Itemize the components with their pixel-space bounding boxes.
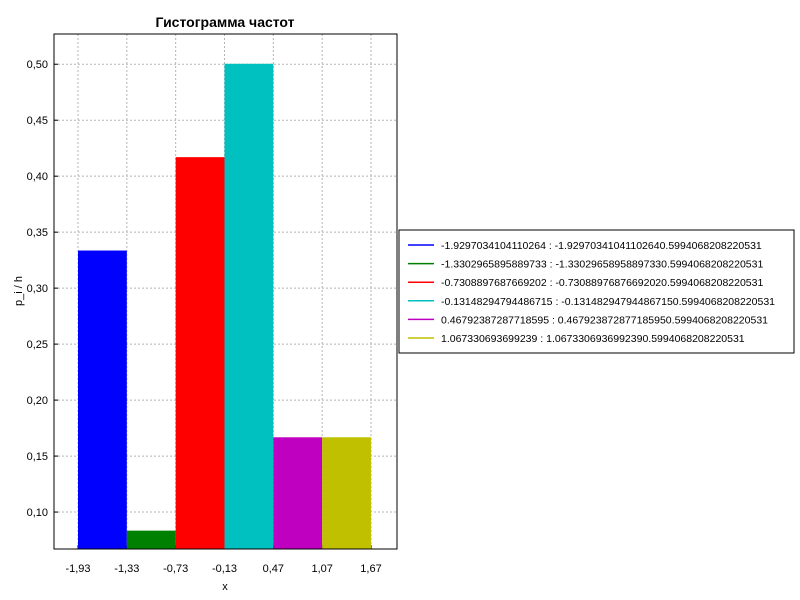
y-axis-label: p_i / h	[13, 276, 25, 306]
y-tick-label: 0,30	[27, 283, 48, 295]
x-axis-label: x	[222, 581, 228, 593]
bars	[78, 63, 371, 550]
x-tick-labels: -1,93 -1,33 -0,73 -0,13 0,47 1,07 1,67	[65, 563, 381, 575]
x-tick-label: -1,33	[114, 563, 139, 575]
histogram-bar	[322, 437, 371, 549]
legend-entry-label: -0.13148294794486715 : -0.13148294794486…	[441, 296, 775, 308]
histogram-bar	[126, 530, 176, 549]
histogram-bar	[273, 437, 323, 549]
legend-entry-label: -1.9297034104110264 : -1.929703410411026…	[441, 240, 762, 252]
histogram-bar	[175, 157, 225, 550]
legend-entry-label: -0.7308897687669202 : -0.730889768766920…	[441, 277, 763, 289]
legend-entry-label: 0.46792387287718595 : 0.4679238728771859…	[441, 314, 768, 326]
legend-entry-label: -1.3302965895889733 : -1.330296589588973…	[441, 259, 763, 271]
x-tick-label: 1,67	[360, 563, 381, 575]
legend: -1.9297034104110264 : -1.929703410411026…	[398, 229, 795, 354]
chart-title: Гистограмма частот	[155, 14, 294, 30]
x-tick-label: 0,47	[263, 563, 284, 575]
y-tick-label: 0,15	[27, 451, 48, 463]
y-tick-label: 0,45	[27, 115, 48, 127]
y-tick-labels: 0,10 0,15 0,20 0,25 0,30 0,35 0,40 0,45 0,50	[27, 59, 48, 519]
y-tick-label: 0,20	[27, 395, 48, 407]
plot-frame	[53, 33, 398, 550]
histogram-bar	[78, 250, 127, 549]
y-tick-label: 0,35	[27, 227, 48, 239]
legend-entry-label: 1.067330693699239 : 1.0673306936992390.5…	[441, 333, 745, 345]
x-tick-label: 1,07	[311, 563, 332, 575]
y-tick-label: 0,40	[27, 171, 48, 183]
x-tick-label: -0,13	[212, 563, 237, 575]
y-tick-label: 0,25	[27, 339, 48, 351]
x-tick-label: -0,73	[163, 563, 188, 575]
y-tick-label: 0,10	[27, 507, 48, 519]
legend-box	[398, 229, 795, 354]
y-tick-label: 0,50	[27, 59, 48, 71]
histogram-bar	[224, 63, 274, 550]
x-tick-label: -1,93	[65, 563, 90, 575]
